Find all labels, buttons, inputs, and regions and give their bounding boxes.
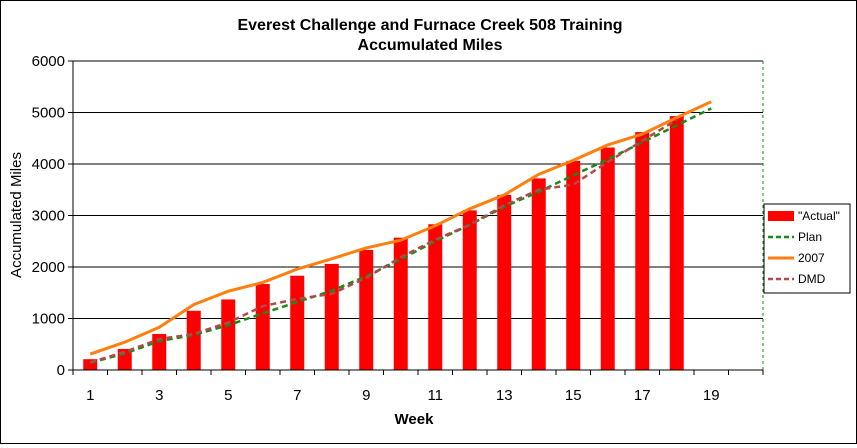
grid-lines (73, 60, 764, 370)
x-tick-label: 19 (703, 387, 720, 404)
y-tick-label: 3000 (32, 208, 65, 225)
bar-actual (290, 275, 305, 370)
bar-actual (221, 299, 236, 370)
y-tick-label: 0 (57, 362, 65, 379)
bar-actual (531, 178, 546, 370)
y-axis-label: Accumulated Miles (8, 152, 25, 278)
x-tick-label: 7 (293, 387, 301, 404)
bar-actual (83, 359, 98, 370)
y-tick-label: 4000 (32, 156, 65, 173)
y-tick-label: 6000 (32, 53, 65, 70)
line-dmd (89, 118, 678, 364)
legend-label-plan: Plan (798, 230, 822, 244)
x-tick-label: 17 (634, 387, 651, 404)
bar-actual (359, 250, 374, 370)
y-tick-label: 1000 (32, 311, 65, 328)
bar-actual (324, 263, 339, 370)
x-tick-label: 3 (155, 387, 163, 404)
x-tick-label: 11 (427, 387, 443, 404)
x-tick-label: 1 (86, 387, 94, 404)
legend-label-y2007: 2007 (798, 251, 825, 265)
legend-label-actual: "Actual" (798, 209, 840, 223)
legend-swatch-actual (768, 211, 794, 221)
line-series (89, 100, 712, 364)
bar-actual (635, 132, 650, 370)
bar-actual (152, 333, 167, 370)
x-axis-label: Week (395, 411, 435, 428)
bar-actual (600, 147, 615, 370)
bar-actual (428, 224, 443, 370)
bar-actual (669, 116, 684, 370)
legend: "Actual" Plan 2007 DMD (763, 203, 851, 294)
bar-actual (566, 160, 581, 370)
bar-actual (255, 283, 270, 370)
x-tick-label: 9 (362, 387, 370, 404)
bar-actual (186, 310, 201, 370)
x-tick-label: 5 (224, 387, 232, 404)
bar-actual (393, 237, 408, 370)
chart-subtitle: Accumulated Miles (358, 37, 503, 54)
bar-actual (462, 210, 477, 370)
line-y2007 (89, 100, 712, 356)
x-tick-label: 13 (496, 387, 513, 404)
legend-label-dmd: DMD (798, 272, 826, 286)
chart-title: Everest Challenge and Furnace Creek 508 … (237, 17, 622, 34)
x-tick-label: 15 (565, 387, 582, 404)
y-tick-label: 5000 (32, 105, 65, 122)
bar-actual (497, 194, 512, 370)
y-tick-label: 2000 (32, 259, 65, 276)
